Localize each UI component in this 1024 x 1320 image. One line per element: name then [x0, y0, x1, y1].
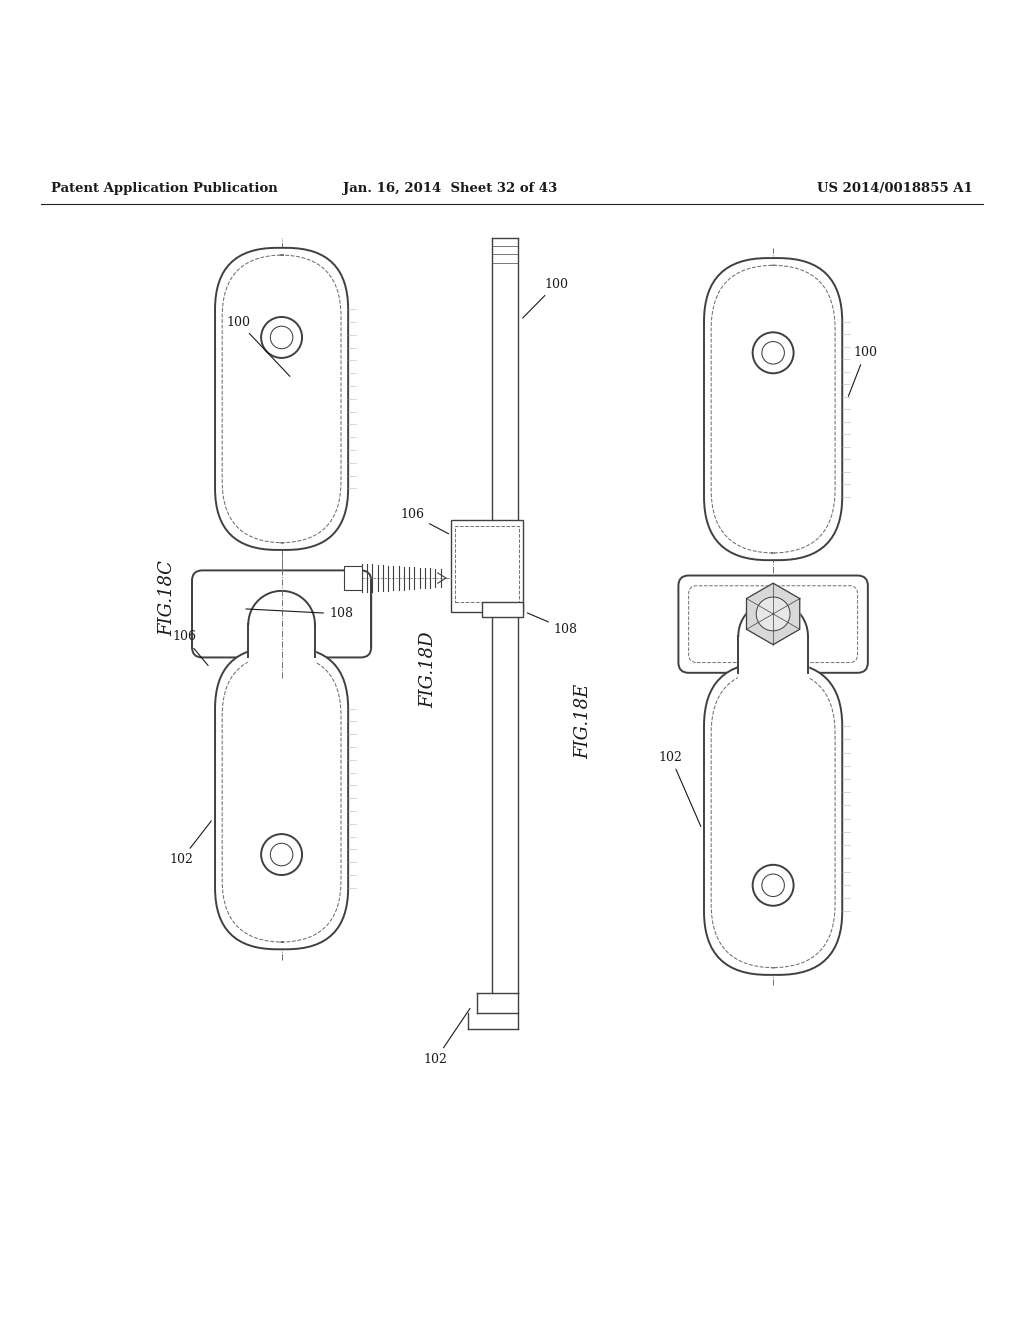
Circle shape [753, 865, 794, 906]
Polygon shape [746, 583, 800, 644]
Text: 100: 100 [522, 277, 568, 318]
Circle shape [753, 333, 794, 374]
Bar [451, 520, 522, 612]
Bar [249, 597, 315, 663]
Bar [738, 606, 808, 678]
FancyBboxPatch shape [678, 576, 867, 673]
FancyBboxPatch shape [705, 259, 842, 560]
Circle shape [261, 834, 302, 875]
Text: 102: 102 [424, 1008, 470, 1065]
Text: Patent Application Publication: Patent Application Publication [51, 182, 278, 195]
Text: 100: 100 [226, 315, 290, 376]
Text: 108: 108 [527, 612, 578, 636]
Text: 102: 102 [169, 821, 211, 866]
Text: 106: 106 [172, 631, 208, 665]
Text: FIG.18E: FIG.18E [574, 684, 593, 759]
FancyBboxPatch shape [705, 663, 842, 975]
FancyBboxPatch shape [215, 248, 348, 550]
Circle shape [762, 874, 784, 896]
Text: 100: 100 [848, 346, 878, 396]
FancyBboxPatch shape [193, 570, 372, 657]
Text: 108: 108 [246, 607, 353, 620]
Circle shape [762, 342, 784, 364]
FancyBboxPatch shape [215, 647, 348, 949]
Bar [344, 566, 362, 590]
Circle shape [270, 326, 293, 348]
Text: 106: 106 [400, 508, 449, 533]
Circle shape [270, 843, 293, 866]
Bar [481, 602, 522, 616]
Circle shape [261, 317, 302, 358]
Text: 102: 102 [658, 751, 700, 826]
Text: Jan. 16, 2014  Sheet 32 of 43: Jan. 16, 2014 Sheet 32 of 43 [343, 182, 558, 195]
Text: US 2014/0018855 A1: US 2014/0018855 A1 [817, 182, 973, 195]
Text: FIG.18C: FIG.18C [158, 561, 176, 636]
Text: FIG.18D: FIG.18D [419, 632, 437, 709]
Circle shape [756, 597, 791, 631]
Bar [455, 525, 518, 602]
